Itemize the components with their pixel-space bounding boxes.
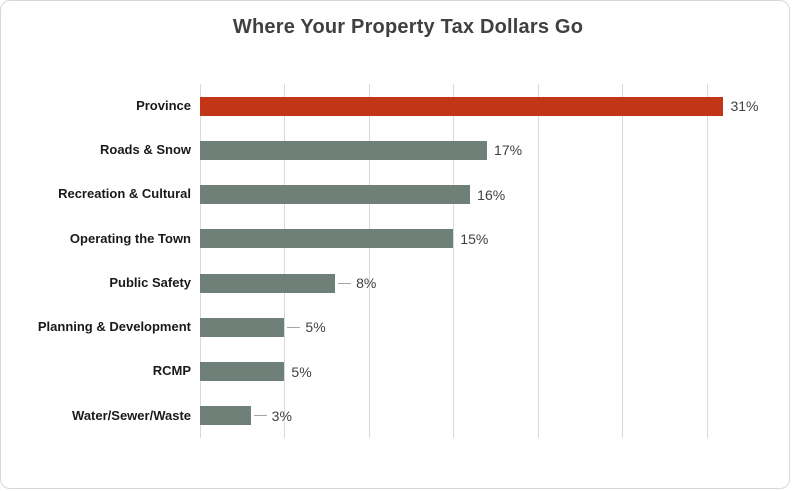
bar: [200, 229, 454, 249]
gridline-5pct: [284, 84, 286, 438]
category-label: Public Safety: [109, 274, 191, 290]
value-label: 5%: [305, 319, 326, 336]
bar: [200, 406, 251, 426]
bar: [200, 140, 488, 160]
bar-row: Operating the Town 15%: [70, 217, 789, 261]
gridline-25pct: [622, 84, 624, 438]
value-label: 31%: [730, 98, 759, 115]
value-label: 3%: [271, 407, 292, 424]
bar-row: Water/Sewer/Waste 3%: [72, 394, 789, 438]
value-label: 16%: [477, 186, 506, 203]
value-label: 15%: [460, 230, 489, 247]
category-label: Operating the Town: [69, 230, 191, 246]
category-label: Recreation & Cultural: [58, 186, 191, 202]
leader-line: [253, 415, 267, 417]
bar: [200, 362, 285, 382]
gridline-30pct: [706, 84, 708, 438]
category-label: Roads & Snow: [99, 142, 191, 158]
value-label: 5%: [291, 363, 312, 380]
bar: [200, 185, 471, 205]
gridline-20pct: [537, 84, 539, 438]
plot-area: Province 31% Roads & Snow 17% Recreation & C…: [38, 84, 789, 438]
value-label: 17%: [494, 142, 523, 159]
leader-line: [287, 326, 301, 328]
category-label: Planning & Development: [37, 319, 191, 335]
bar-row: Public Safety 8%: [109, 261, 789, 305]
bar-row: Province 31%: [136, 84, 789, 128]
bar: [200, 96, 724, 116]
bar-row: RCMP 5%: [153, 350, 789, 394]
category-label: Province: [136, 97, 191, 113]
bar: [200, 317, 285, 337]
bar: [200, 273, 336, 293]
bar-row: Roads & Snow 17%: [100, 128, 789, 172]
leader-line: [338, 282, 352, 284]
category-label: RCMP: [152, 363, 191, 379]
category-label: Water/Sewer/Waste: [72, 407, 191, 423]
gridline-0pct: [200, 84, 201, 438]
chart-title: Where Your Property Tax Dollars Go: [232, 16, 584, 38]
value-label: 8%: [356, 275, 377, 292]
bar-row: Recreation & Cultural 16%: [58, 173, 789, 217]
gridline-15pct: [453, 84, 455, 438]
bar-row: Planning & Development 5%: [38, 305, 789, 349]
gridline-10pct: [368, 84, 370, 438]
